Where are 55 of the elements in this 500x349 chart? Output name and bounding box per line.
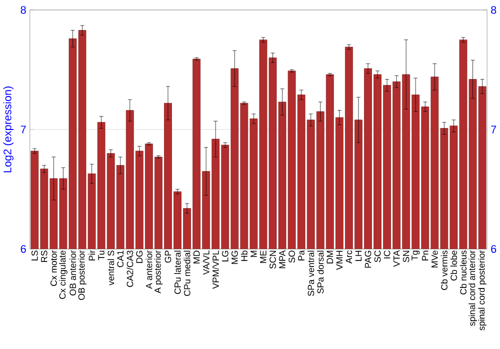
x-tick-label: CPu medial bbox=[184, 251, 190, 296]
x-tick-label: RS bbox=[41, 250, 48, 262]
x-tick-label: VA/VL bbox=[202, 250, 210, 275]
x-tick-label: OB posterior bbox=[78, 250, 86, 300]
x-tick-label: spinal cord anterior bbox=[468, 250, 477, 326]
x-tick-label: LS bbox=[31, 250, 38, 261]
x-tick-label: Pa bbox=[298, 250, 304, 261]
x-tick-label: Pir bbox=[88, 250, 96, 261]
x-tick-label: Hb bbox=[240, 250, 248, 262]
x-tick-label: VTA bbox=[393, 250, 400, 268]
x-tick-label: OB anterior bbox=[69, 250, 76, 296]
x-tick-label: Cb lobe bbox=[450, 250, 458, 281]
x-tick-label: LH bbox=[355, 251, 362, 262]
x-tick-label: Cx motor bbox=[50, 250, 57, 286]
x-tick-label: CA1 bbox=[117, 250, 124, 268]
y-axis-title: Log2 (expression) bbox=[3, 86, 14, 172]
x-tick-label: SN bbox=[402, 251, 410, 262]
x-tick-label: PAG bbox=[364, 251, 372, 268]
x-tick-label: Cb nucleus bbox=[460, 250, 467, 295]
x-tick-label: LG bbox=[222, 251, 228, 262]
x-tick-label: Tu bbox=[98, 250, 104, 260]
x-tick-label: VPM/VPL bbox=[212, 250, 219, 290]
x-tick-label: SPa ventral bbox=[308, 250, 314, 296]
x-tick-label: DG bbox=[136, 251, 143, 264]
x-tick-label: SPa dorsal bbox=[317, 250, 324, 294]
x-tick-label: SC bbox=[374, 250, 381, 262]
x-tick-label: ME bbox=[260, 250, 266, 264]
y2-tick-label: 6 bbox=[491, 245, 496, 254]
x-tick-label: MVe bbox=[432, 250, 438, 268]
x-tick-label: IC bbox=[384, 250, 390, 258]
x-tick-label: CPu lateral bbox=[174, 251, 181, 294]
x-tick-label: VMH bbox=[336, 251, 342, 270]
x-tick-label: GP bbox=[164, 250, 172, 263]
x-tick-label: MD bbox=[193, 250, 200, 264]
y-tick-label: 7 bbox=[20, 126, 26, 134]
x-tick-label: SCN bbox=[270, 251, 276, 269]
x-tick-label: CA2/CA3 bbox=[126, 250, 134, 288]
x-tick-label: spinal cord posterior bbox=[478, 250, 486, 331]
x-tick-label: Tg bbox=[412, 250, 420, 261]
x-tick-label: DM bbox=[326, 251, 333, 264]
x-tick-label: Pn bbox=[422, 250, 428, 261]
x-tick-label: A anterior bbox=[146, 250, 152, 290]
y-tick-label: 8 bbox=[20, 6, 26, 14]
x-tick-label: MG bbox=[231, 251, 238, 264]
x-tick-label: Cb vermis bbox=[440, 250, 448, 290]
x-tick-label: M bbox=[250, 251, 257, 258]
y2-tick-label: 7 bbox=[491, 126, 496, 134]
x-tick-label: Cx cingulate bbox=[59, 250, 68, 300]
x-tick-label: MPA bbox=[279, 250, 286, 268]
y-tick-label: 6 bbox=[20, 245, 26, 254]
x-tick-label: A posterior bbox=[154, 250, 163, 294]
x-tick-label: Arc bbox=[346, 250, 352, 264]
x-tick-label: SO bbox=[288, 250, 295, 263]
y2-tick-label: 8 bbox=[491, 6, 496, 14]
x-tick-label: ventral S bbox=[108, 250, 114, 286]
